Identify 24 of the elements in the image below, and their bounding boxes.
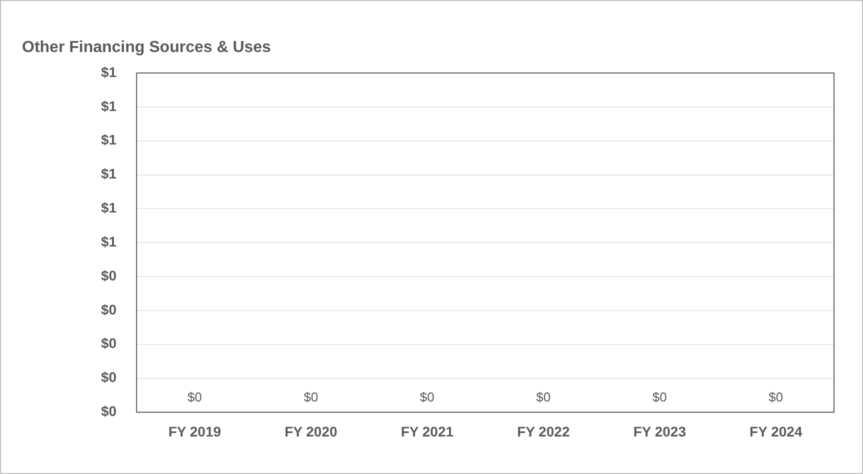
chart-title: Other Financing Sources & Uses xyxy=(22,39,271,57)
data-label: $0 xyxy=(420,389,434,404)
data-label: $0 xyxy=(304,389,318,404)
y-tick-label: $0 xyxy=(100,267,117,284)
data-label: $0 xyxy=(536,389,551,404)
x-tick-label: FY 2019 xyxy=(168,423,222,440)
y-tick-label: $0 xyxy=(100,369,117,386)
y-tick-label: $0 xyxy=(100,301,117,318)
x-tick-label: FY 2021 xyxy=(400,423,454,440)
y-tick-label: $1 xyxy=(100,200,117,216)
y-tick-label: $0 xyxy=(100,403,117,420)
y-tick-label: $1 xyxy=(100,166,117,182)
x-tick-label: FY 2023 xyxy=(633,423,686,440)
y-tick-label: $1 xyxy=(100,98,117,114)
y-tick-label: $1 xyxy=(100,233,117,250)
data-label: $0 xyxy=(187,389,202,404)
x-tick-label: FY 2020 xyxy=(284,423,338,440)
x-tick-label: FY 2024 xyxy=(750,423,802,440)
y-tick-label: $1 xyxy=(100,64,117,80)
x-tick-label: FY 2022 xyxy=(517,423,570,440)
data-label: $0 xyxy=(768,389,784,404)
y-tick-label: $0 xyxy=(100,335,117,352)
data-label: $0 xyxy=(652,389,667,404)
y-tick-label: $1 xyxy=(100,132,117,148)
